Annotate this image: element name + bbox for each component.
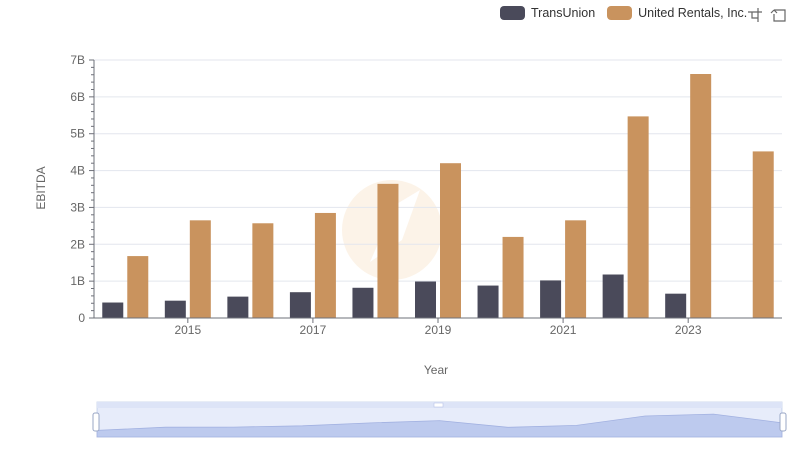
bar-united-rentals-2022[interactable] [627, 116, 649, 319]
bar-transunion-2019[interactable] [415, 281, 436, 318]
datazoom-data-shadow [96, 413, 783, 438]
y-tick-label: 2B [70, 237, 85, 251]
legend-label-united-rentals: United Rentals, Inc. [638, 6, 748, 20]
bar-united-rentals-2021[interactable] [565, 220, 587, 318]
legend-swatch-transunion [500, 6, 525, 20]
bar-transunion-2022[interactable] [602, 274, 624, 318]
bar-transunion-2021[interactable] [540, 280, 562, 318]
bar-transunion-2023[interactable] [665, 293, 687, 318]
x-tick-label: 2023 [675, 323, 702, 337]
bar-united-rentals-2016[interactable] [252, 223, 274, 318]
y-tick-label: 0 [78, 311, 85, 325]
datazoom-drag-grip[interactable] [433, 402, 444, 408]
y-tick-label: 1B [70, 274, 85, 288]
y-tick-label: 3B [70, 200, 85, 214]
x-axis-label: Year [424, 363, 448, 377]
axes: 0 1B 2B 3B 4B 5B 6B 7B 2015 2017 2019 2021 2023 [70, 53, 782, 337]
bar-transunion-2018[interactable] [352, 287, 374, 318]
y-tick-label: 7B [70, 53, 85, 67]
y-tick-label: 4B [70, 164, 85, 178]
bar-united-rentals-2019[interactable] [440, 163, 461, 318]
legend: TransUnion United Rentals, Inc. [500, 4, 759, 22]
bar-united-rentals-2023[interactable] [690, 74, 712, 319]
y-tick-label: 5B [70, 127, 85, 141]
restore-icon[interactable] [770, 6, 788, 24]
x-tick-label: 2019 [425, 323, 452, 337]
datazoom-handle-left[interactable] [92, 412, 100, 432]
x-tick-label: 2015 [174, 323, 201, 337]
legend-item-transunion[interactable]: TransUnion [500, 6, 595, 20]
x-tick-label: 2017 [300, 323, 327, 337]
zoom-icon[interactable] [746, 6, 764, 24]
y-axis-label: EBITDA [34, 166, 48, 209]
bar-transunion-2014[interactable] [102, 302, 124, 318]
y-tick-label: 6B [70, 90, 85, 104]
bar-transunion-2015[interactable] [164, 300, 186, 318]
bar-transunion-2017[interactable] [289, 292, 311, 318]
bars [102, 74, 774, 319]
bar-united-rentals-2014[interactable] [127, 256, 149, 318]
x-tick-label: 2021 [550, 323, 577, 337]
bar-united-rentals-2015[interactable] [189, 220, 211, 318]
bar-transunion-2020[interactable] [477, 285, 499, 318]
bar-transunion-2016[interactable] [227, 296, 249, 318]
bar-united-rentals-2018[interactable] [377, 183, 399, 318]
legend-label-transunion: TransUnion [531, 6, 596, 20]
datazoom-handle-right[interactable] [779, 412, 787, 432]
bar-united-rentals-2020[interactable] [502, 236, 524, 318]
legend-swatch-united-rentals [607, 6, 633, 20]
bar-united-rentals-2017[interactable] [314, 212, 336, 318]
legend-item-united-rentals[interactable]: United Rentals, Inc. [607, 6, 747, 20]
bar-united-rentals-2024[interactable] [752, 151, 774, 318]
datazoom-slider[interactable] [92, 401, 787, 438]
toolbox [746, 6, 794, 24]
